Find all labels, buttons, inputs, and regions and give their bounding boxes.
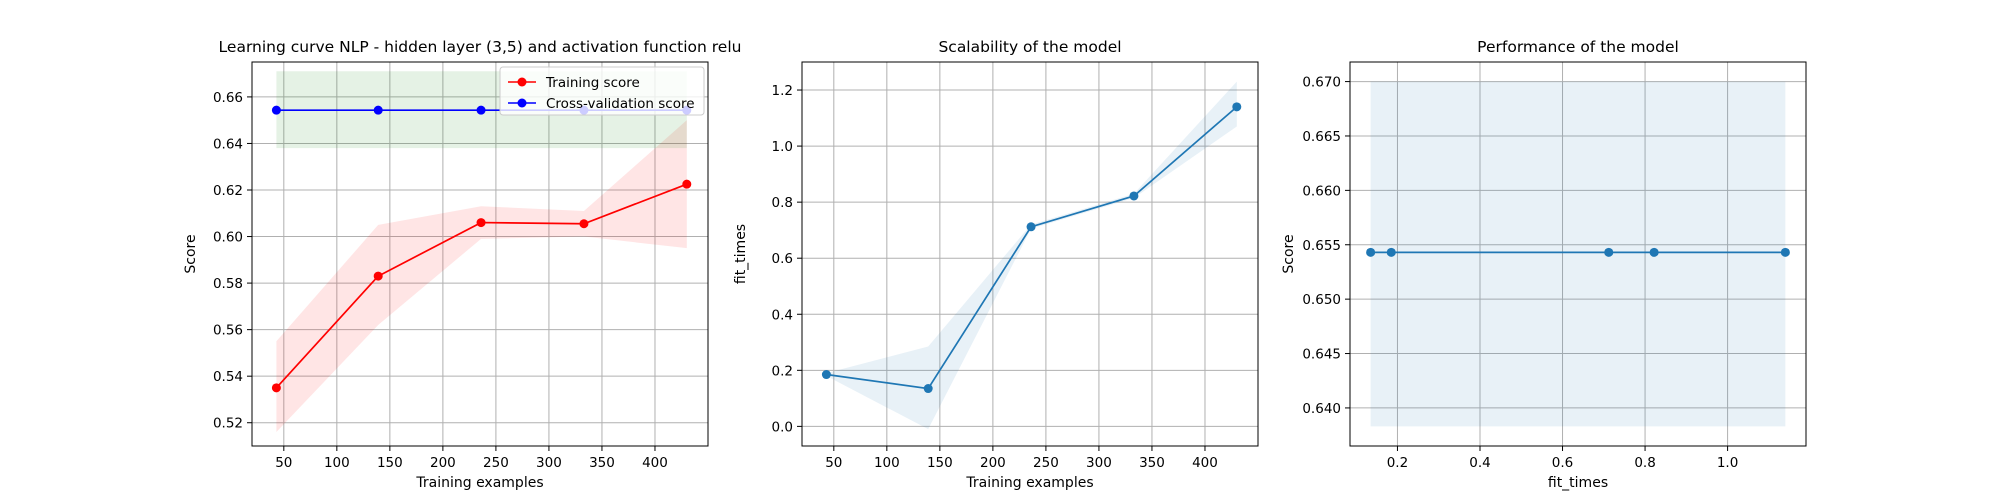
x-tick-label: 100 (874, 455, 900, 471)
x-tick-label: 0.8 (1634, 455, 1655, 471)
data-point (476, 218, 486, 228)
series-points (821, 102, 1242, 394)
legend-box (499, 66, 705, 116)
y-tick-label: 0.66 (213, 90, 243, 106)
x-axis-ticks: 50 100 150 200 250 300 350 400 (275, 446, 668, 471)
data-point (682, 179, 692, 189)
data-point (373, 271, 383, 281)
legend-marker-cross-validation (517, 98, 527, 108)
x-tick-label: 0.4 (1469, 455, 1490, 471)
x-tick-label: 0.2 (1387, 455, 1408, 471)
y-tick-label: 0.52 (213, 416, 243, 432)
confidence-bands (826, 81, 1237, 430)
y-tick-label: 0.640 (1302, 401, 1341, 417)
confidence-band (276, 120, 687, 433)
y-axis-label: fit_times (733, 224, 749, 284)
confidence-bands (1370, 81, 1786, 427)
legend-label-cross-validation: Cross-validation score (546, 96, 695, 112)
y-tick-label: 0.645 (1302, 347, 1341, 363)
x-tick-label: 300 (1086, 455, 1112, 471)
series-points (1366, 247, 1790, 257)
x-tick-label: 1.0 (1717, 455, 1738, 471)
y-tick-label: 1.2 (772, 83, 793, 99)
chart-title: Scalability of the model (938, 38, 1121, 56)
x-axis-label: Training examples (415, 475, 543, 491)
data-point (1232, 102, 1242, 112)
y-axis-label: Score (183, 234, 199, 273)
data-point (271, 383, 281, 393)
x-axis-label: fit_times (1548, 475, 1608, 491)
chart-performance: 0.2 0.4 0.6 0.8 1.0 0.640 0.645 0.650 0.655 0.66… (1281, 38, 1807, 491)
x-tick-label: 50 (275, 455, 292, 471)
data-point (579, 219, 589, 229)
y-tick-label: 0.56 (213, 323, 243, 339)
data-point (1366, 247, 1376, 257)
y-tick-label: 0.62 (213, 183, 243, 199)
y-axis-ticks: 0.640 0.645 0.650 0.655 0.660 0.665 0.670 (1302, 75, 1350, 417)
chart-title: Performance of the model (1477, 38, 1679, 56)
chart-scalability: 50 100 150 200 250 300 350 400 0.0 0.2 0.4 0.6 0.8 1… (733, 38, 1259, 491)
y-tick-label: 0.670 (1302, 75, 1341, 91)
data-point (821, 370, 831, 380)
y-tick-label: 0.8 (772, 195, 793, 211)
confidence-band (826, 81, 1237, 430)
x-tick-label: 100 (324, 455, 350, 471)
data-point (271, 105, 281, 115)
y-axis-ticks: 0.0 0.2 0.4 0.6 0.8 1.0 1.2 (772, 83, 802, 435)
x-tick-label: 250 (1033, 455, 1059, 471)
y-tick-label: 0.58 (213, 276, 243, 292)
y-tick-label: 0.6 (772, 251, 793, 267)
y-tick-label: 0.665 (1302, 129, 1341, 145)
axes-frame (251, 61, 709, 447)
chart-title: Learning curve NLP - hidden layer (3,5) … (219, 38, 742, 56)
x-axis-ticks: 0.2 0.4 0.6 0.8 1.0 (1387, 446, 1738, 471)
grid (1350, 62, 1806, 446)
y-tick-label: 0.2 (772, 363, 793, 379)
y-tick-label: 1.0 (772, 139, 793, 155)
x-tick-label: 400 (642, 455, 668, 471)
data-point (476, 105, 486, 115)
confidence-band (1370, 81, 1786, 427)
y-tick-label: 0.660 (1302, 183, 1341, 199)
data-point (373, 105, 383, 115)
y-axis-ticks: 0.52 0.54 0.56 0.58 0.60 0.62 0.64 0.66 (213, 90, 252, 432)
axes-frame (801, 61, 1259, 447)
y-tick-label: 0.650 (1302, 292, 1341, 308)
legend: Training score Cross-validation score (499, 66, 705, 116)
grid (252, 62, 708, 446)
data-point (1649, 247, 1659, 257)
x-tick-label: 300 (536, 455, 562, 471)
chart-learning-curve: 50 100 150 200 250 300 350 400 0.52 0.54 0.56 0.58… (183, 38, 741, 491)
data-point (1780, 247, 1790, 257)
y-tick-label: 0.4 (772, 307, 793, 323)
data-point (1604, 247, 1614, 257)
x-tick-label: 350 (589, 455, 615, 471)
data-point (1026, 222, 1036, 232)
y-tick-label: 0.0 (772, 419, 793, 435)
y-tick-label: 0.54 (213, 369, 243, 385)
data-point (923, 384, 933, 394)
axes-frame (1349, 61, 1807, 447)
x-axis-label: Training examples (965, 475, 1093, 491)
data-point (1129, 191, 1139, 201)
x-tick-label: 150 (927, 455, 953, 471)
x-tick-label: 350 (1139, 455, 1165, 471)
x-tick-label: 200 (980, 455, 1006, 471)
y-tick-label: 0.655 (1302, 238, 1341, 254)
x-tick-label: 400 (1192, 455, 1218, 471)
confidence-bands (276, 71, 687, 433)
x-tick-label: 0.6 (1552, 455, 1573, 471)
legend-marker-training (517, 77, 527, 87)
x-tick-label: 50 (825, 455, 842, 471)
x-tick-label: 150 (377, 455, 403, 471)
legend-label-training: Training score (545, 75, 640, 91)
y-axis-label: Score (1281, 234, 1297, 273)
x-tick-label: 250 (483, 455, 509, 471)
x-axis-ticks: 50 100 150 200 250 300 350 400 (825, 446, 1218, 471)
y-tick-label: 0.64 (213, 136, 243, 152)
x-tick-label: 200 (430, 455, 456, 471)
y-tick-label: 0.60 (213, 230, 243, 246)
data-point (1386, 247, 1396, 257)
